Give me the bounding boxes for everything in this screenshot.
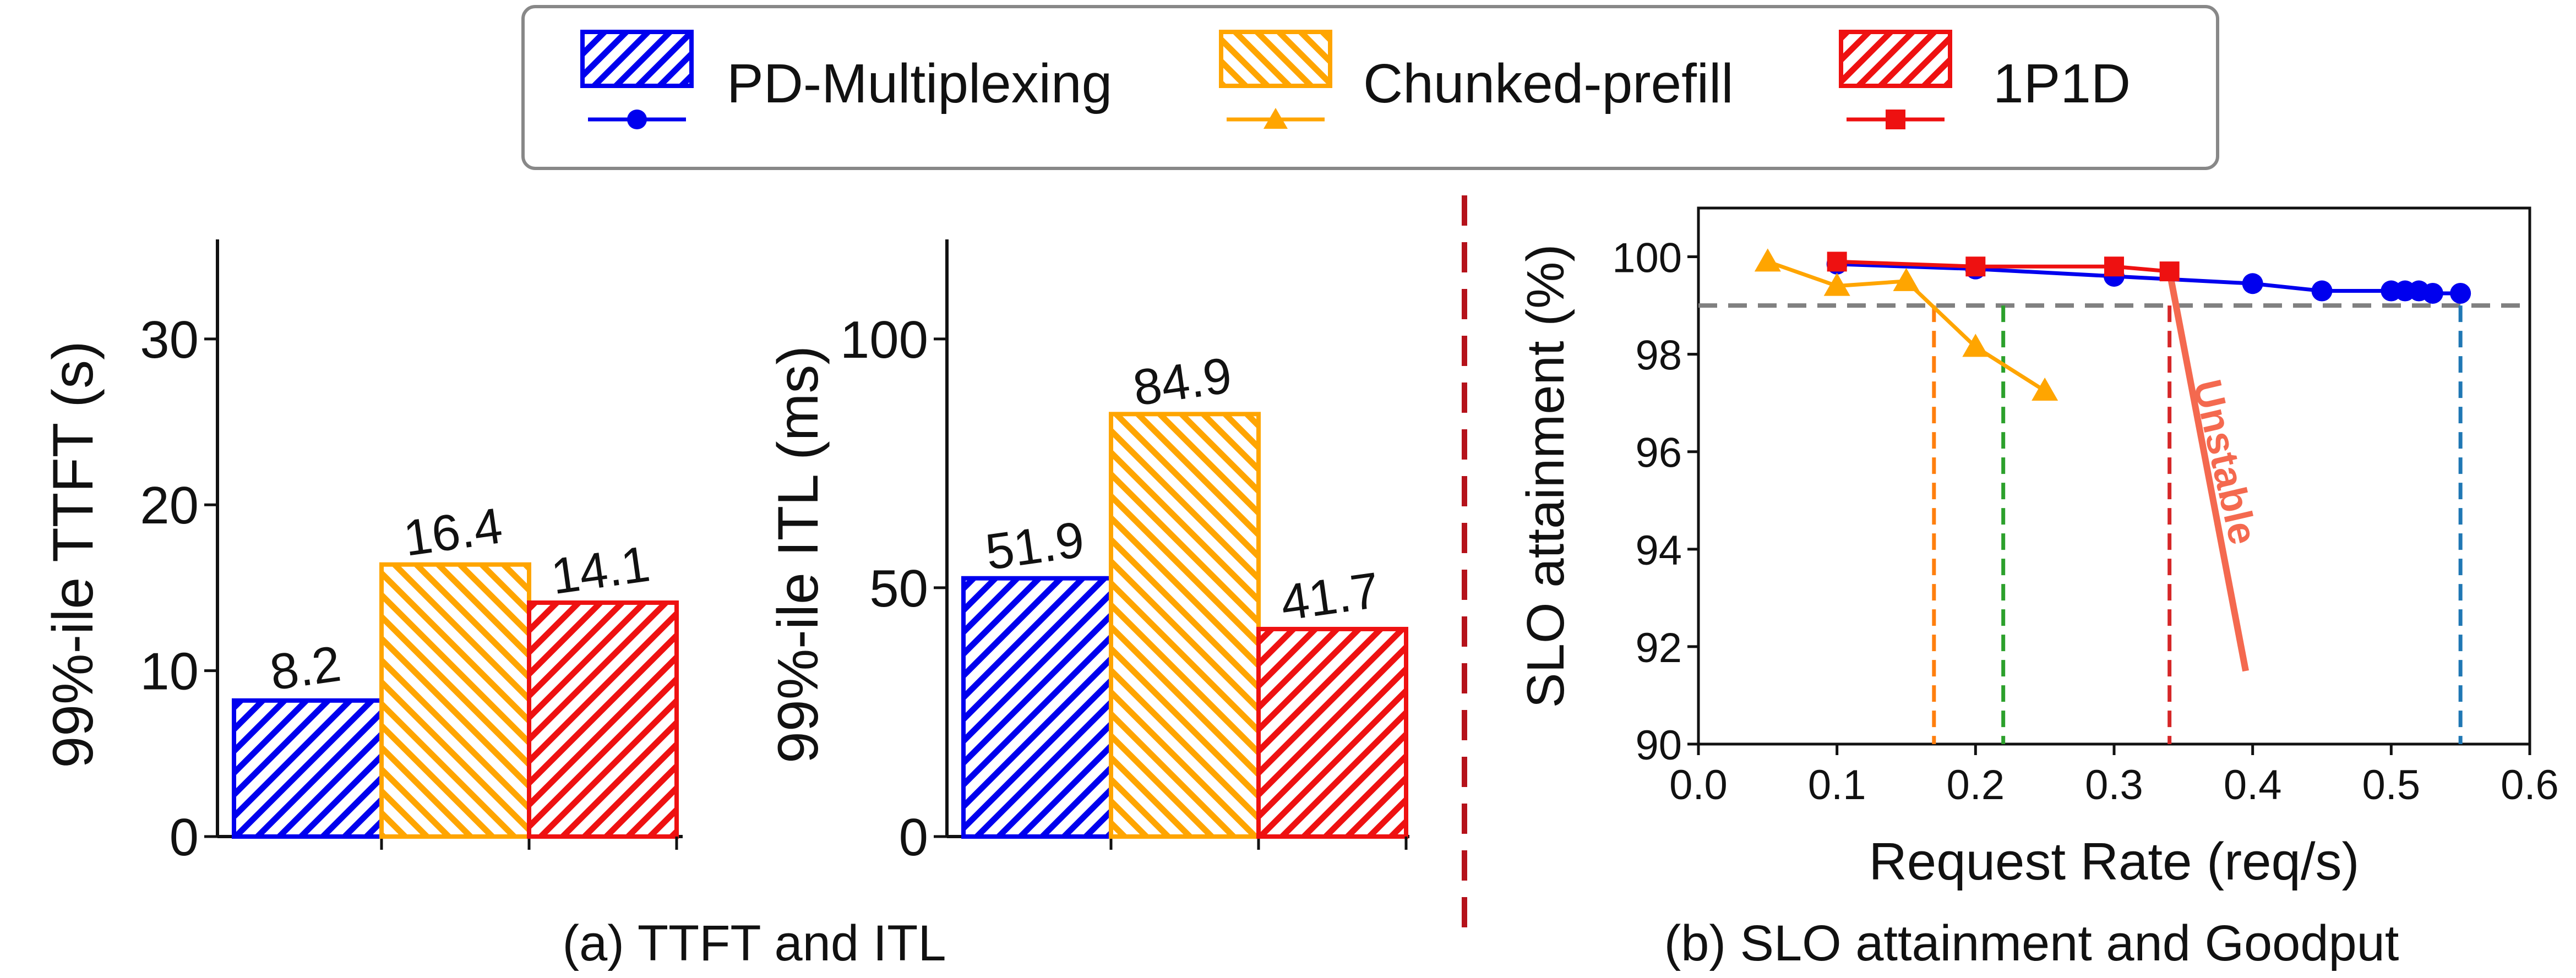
bar-value-label: 16.4 bbox=[400, 498, 506, 567]
x-tick-label: 0.2 bbox=[1947, 762, 2005, 808]
data-point bbox=[2242, 273, 2263, 294]
data-point bbox=[2311, 280, 2333, 302]
data-point bbox=[2104, 256, 2124, 277]
y-tick-label: 98 bbox=[1635, 332, 1682, 379]
x-tick-label: 0.4 bbox=[2224, 762, 2282, 808]
unstable-line bbox=[2166, 270, 2249, 672]
y-tick-label: 96 bbox=[1635, 430, 1682, 477]
data-point bbox=[2032, 378, 2058, 401]
y-tick-label: 100 bbox=[1612, 235, 1682, 282]
x-axis-label: Request Rate (req/s) bbox=[1869, 832, 2359, 891]
ttft-bar-chart: 0 10 20 30 8.2 16.4 14.1 99%-ile TTFT (s) bbox=[41, 239, 683, 867]
legend-marker-triangle bbox=[1264, 108, 1288, 129]
y-tick-label: 92 bbox=[1635, 625, 1682, 671]
bar-value-label: 41.7 bbox=[1277, 562, 1383, 631]
data-point bbox=[2422, 282, 2443, 304]
y-tick-label: 0 bbox=[899, 808, 928, 867]
bar-pd-multiplexing bbox=[232, 698, 384, 839]
bar-1p1d bbox=[527, 600, 679, 839]
legend-entry-pd-multiplexing: PD-Multiplexing bbox=[580, 30, 1112, 129]
data-point bbox=[1827, 252, 1847, 272]
data-point bbox=[1962, 334, 1989, 357]
y-tick-label: 10 bbox=[140, 642, 199, 701]
data-point bbox=[1893, 267, 1920, 291]
y-tick-label: 94 bbox=[1635, 527, 1682, 574]
legend-box bbox=[521, 5, 2219, 170]
slo-line-chart: 90 92 94 96 98 100 0.0 0.1 0.2 0.3 0.4 0.5 0.6 Unstab… bbox=[1516, 206, 2559, 891]
x-tick-label: 0.1 bbox=[1808, 762, 1866, 808]
y-axis-label: 99%-ile ITL (ms) bbox=[766, 346, 830, 763]
caption-a: (a) TTFT and ITL bbox=[562, 915, 946, 971]
x-tick-label: 0.3 bbox=[2085, 762, 2143, 808]
y-axis-label: 99%-ile TTFT (s) bbox=[41, 341, 105, 768]
y-tick-label: 30 bbox=[140, 310, 199, 369]
bar-chunked-prefill bbox=[379, 562, 531, 839]
legend-marker-circle bbox=[627, 110, 647, 129]
legend-label-pd-multiplexing: PD-Multiplexing bbox=[727, 53, 1112, 114]
x-tick-label: 0.5 bbox=[2362, 762, 2421, 808]
bar-chunked-prefill bbox=[1109, 412, 1261, 839]
itl-bar-chart: 0 50 100 51.9 84.9 41.7 99%-ile ITL (ms) bbox=[766, 239, 1409, 867]
legend: PD-Multiplexing Chunked-prefill 1P1D bbox=[521, 5, 2219, 170]
legend-swatch-chunked-prefill bbox=[1219, 30, 1332, 88]
legend-swatch-pd-multiplexing bbox=[580, 30, 694, 88]
bar-value-label: 8.2 bbox=[266, 636, 344, 701]
legend-marker-square bbox=[1886, 110, 1905, 129]
data-point bbox=[2450, 282, 2471, 304]
legend-label-chunked-prefill: Chunked-prefill bbox=[1363, 53, 1734, 114]
unstable-annotation: Unstable bbox=[2185, 375, 2265, 548]
legend-entry-1p1d: 1P1D bbox=[1839, 30, 2131, 129]
x-tick-label: 0.0 bbox=[1669, 762, 1728, 808]
y-tick-label: 90 bbox=[1635, 722, 1682, 769]
data-point bbox=[1965, 256, 1986, 277]
y-tick-label: 50 bbox=[869, 559, 928, 618]
x-tick-label: 0.6 bbox=[2501, 762, 2559, 808]
bar-value-label: 51.9 bbox=[982, 511, 1088, 581]
legend-entry-chunked-prefill: Chunked-prefill bbox=[1219, 30, 1734, 129]
y-tick-label: 100 bbox=[840, 310, 928, 369]
bar-value-label: 14.1 bbox=[548, 536, 653, 605]
data-point bbox=[1823, 272, 1850, 296]
y-tick-label: 0 bbox=[170, 808, 199, 867]
bar-pd-multiplexing bbox=[961, 576, 1113, 839]
legend-swatch-1p1d bbox=[1839, 30, 1952, 88]
bar-1p1d bbox=[1256, 626, 1408, 839]
data-point bbox=[2159, 261, 2180, 282]
legend-label-1p1d: 1P1D bbox=[1993, 53, 2131, 114]
y-axis-label: SLO attainment (%) bbox=[1516, 244, 1575, 708]
series-line bbox=[1837, 259, 2170, 274]
y-tick-label: 20 bbox=[140, 476, 199, 535]
caption-b: (b) SLO attainment and Goodput bbox=[1664, 915, 2399, 971]
bar-value-label: 84.9 bbox=[1130, 347, 1235, 417]
data-point bbox=[1754, 248, 1781, 272]
